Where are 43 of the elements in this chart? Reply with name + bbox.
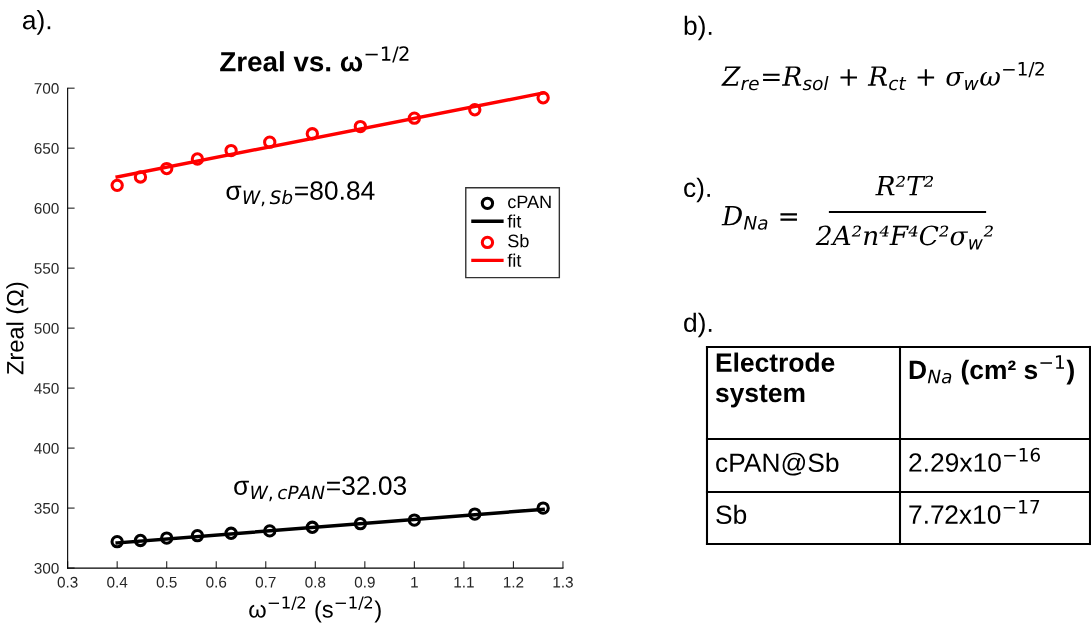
y-tick-label: 650 [34,143,59,154]
x-tick-label: 1.1 [454,576,474,588]
text: Electrode system [715,352,835,408]
text: R²T² [875,175,934,196]
y-tick-label: 300 [34,562,59,574]
text: cPAN@Sb [716,452,839,476]
x-tick-label: 0.7 [255,576,276,588]
x-tick-label: 0.4 [107,576,128,588]
y-tick-label: 600 [34,203,59,214]
annotation: σ$_{W,cPAN}$=32.03 [234,476,407,502]
text: 2A²n⁴F⁴C²σ$_{w}$² [815,225,993,250]
x-tick-label: 0.8 [305,576,326,588]
annotation: σ$_{W,Sb}$=80.84 [226,181,375,207]
text: D$_{Na}$ = [721,206,797,230]
y-tick-label: 350 [34,502,59,514]
x-tick-label: 0.6 [206,576,227,588]
x-tick-label: 1.3 [553,576,573,588]
y-tick-label: 700 [34,83,59,94]
y-tick-label: 450 [34,382,59,394]
text: D$_{Na}$ (cm² s$^{−1}$) [909,355,1074,385]
y-tick-label: 500 [34,322,59,334]
legend-label: cPAN [508,195,551,209]
text: Z$_{re}$=R$_{sol}$ + R$_{ct}$ + σ$_{w}$ω$^{−1/2}$ [721,61,1044,91]
text: a). [22,10,51,35]
x-tick-label: 1.2 [503,576,524,588]
x-tick-label: 0.5 [156,576,177,588]
x-tick-label: 0.3 [57,576,78,588]
y-tick-label: 400 [34,442,59,454]
text: b). [684,15,712,41]
legend-label: Sb [508,234,529,248]
x-tick-label: 1 [411,576,418,588]
legend-label: fit [507,214,522,228]
x-axis-title: ω$^{−1/2}$ (s$^{−1/2}$) [249,596,381,623]
text: 7.72x10$^{−17}$ [909,500,1040,524]
text: d). [684,312,712,338]
x-tick-label: 0.9 [354,576,375,588]
text: c). [684,177,710,203]
text: Sb [716,504,747,525]
y-axis-title: Zreal (Ω) [6,282,29,375]
text: 2.29x10$^{−16}$ [909,447,1040,472]
legend-label: fit [507,253,522,267]
chart-title: Zreal vs. ω$^{−1/2}$ [220,46,409,72]
y-tick-label: 550 [34,263,59,274]
